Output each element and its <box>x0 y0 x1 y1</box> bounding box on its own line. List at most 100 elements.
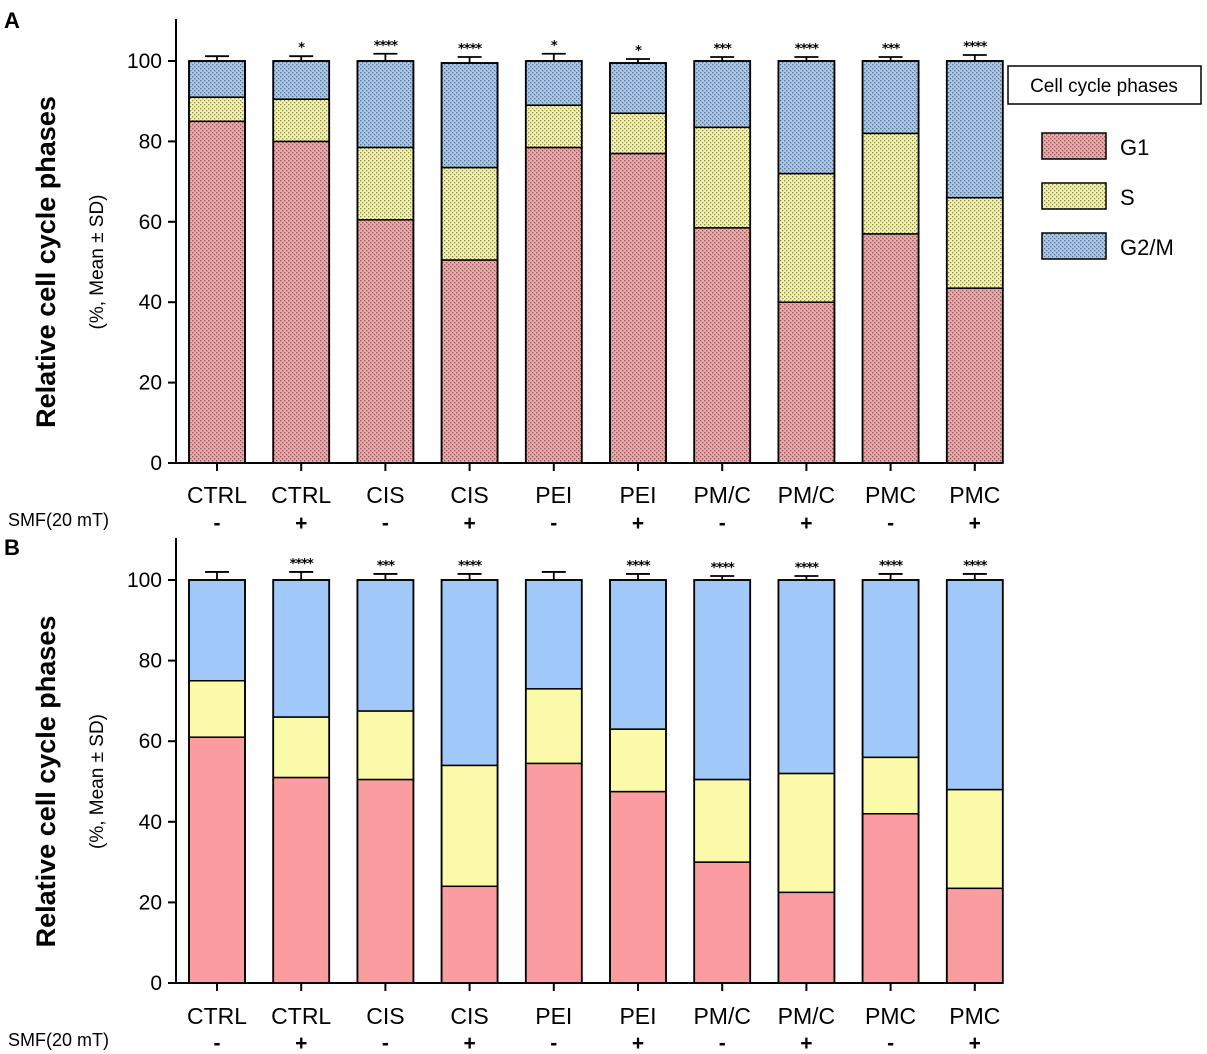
bar-segment-g1 <box>861 812 920 984</box>
smf-sign: - <box>719 1032 726 1054</box>
bar-outline <box>356 579 415 984</box>
bar-outline <box>356 60 415 464</box>
y-tick-label: 60 <box>139 211 162 234</box>
smf-label: SMF(20 mT) <box>8 510 109 530</box>
significance-marker: * <box>298 41 305 56</box>
bar-segment-g1 <box>777 891 836 984</box>
significance-marker: **** <box>963 40 987 55</box>
bar-texture <box>441 167 498 260</box>
category-label: CIS <box>366 482 404 508</box>
legend-swatch-texture <box>1042 133 1106 159</box>
category-label: PEI <box>535 482 572 508</box>
y-tick-label: 100 <box>127 569 162 592</box>
bar-texture <box>273 99 330 142</box>
bar-outline <box>440 62 499 464</box>
category-label: PM/C <box>778 1003 836 1029</box>
bar-texture <box>273 141 330 463</box>
smf-sign: - <box>719 512 726 535</box>
y-tick-label: 0 <box>150 452 162 475</box>
category-label: PEI <box>619 1003 656 1029</box>
bar-segment-g2m <box>861 579 920 759</box>
bar-texture <box>525 147 582 463</box>
smf-sign: + <box>632 1032 644 1054</box>
bar-segment-g1 <box>188 736 246 984</box>
y-tick-label: 20 <box>139 891 162 914</box>
smf-sign: - <box>550 1032 557 1054</box>
bar-segment-g2m <box>609 579 667 730</box>
y-axis-title: Relative cell cycle phases <box>31 616 61 948</box>
bar-segment-s <box>861 756 920 815</box>
y-tick-label: 80 <box>139 130 162 153</box>
bar-outline <box>945 60 1004 464</box>
y-tick-label: 60 <box>139 730 162 753</box>
significance-marker: *** <box>882 42 901 57</box>
category-label: CIS <box>366 1003 404 1029</box>
significance-marker: **** <box>458 559 482 574</box>
legend-title-box <box>1007 65 1202 105</box>
bar-outline <box>524 60 583 464</box>
bar-segment-g2m <box>693 579 751 781</box>
smf-label: SMF(20 mT) <box>8 1030 109 1050</box>
bar-texture <box>441 259 498 463</box>
significance-marker: * <box>551 39 558 54</box>
category-label: PM/C <box>693 1003 751 1029</box>
smf-sign: + <box>632 512 644 535</box>
bar-outline <box>777 60 836 464</box>
legend: Cell cycle phases G1 S G2/M <box>1007 65 1202 260</box>
bar-segment-g1 <box>525 762 583 984</box>
legend-label: G2/M <box>1120 235 1174 260</box>
bar-outline <box>188 579 246 984</box>
bar-texture <box>357 61 414 148</box>
bar-outline <box>188 60 246 464</box>
y-axis-subtitle: (%, Mean ± SD) <box>87 714 108 849</box>
bar-outline <box>693 60 752 464</box>
category-label: CTRL <box>271 1003 331 1029</box>
bar-texture <box>946 61 1003 198</box>
bar-texture <box>778 173 835 303</box>
significance-marker: * <box>635 44 642 59</box>
significance-marker: **** <box>290 557 314 572</box>
bar-texture <box>525 105 582 148</box>
bar-outline <box>272 579 331 984</box>
smf-sign: - <box>214 512 221 535</box>
bar-segment-g2m <box>525 579 583 690</box>
bar-segment-g2m <box>440 579 499 767</box>
bar-outline <box>440 579 499 984</box>
y-tick-label: 40 <box>139 811 162 834</box>
bar-segment-s <box>525 688 583 765</box>
bar-segment-s <box>188 680 246 738</box>
bar-segment-g1 <box>440 885 499 984</box>
bar-segment-g1 <box>609 790 667 984</box>
legend-label: G1 <box>1120 135 1149 160</box>
bar-segment-s <box>693 778 751 863</box>
category-label: CTRL <box>187 482 247 508</box>
significance-marker: **** <box>879 559 903 574</box>
category-label: PEI <box>535 1003 572 1029</box>
smf-sign: + <box>463 512 475 535</box>
bar-segment-g2m <box>777 579 836 775</box>
bar-outline <box>777 579 836 984</box>
panel-letter: B <box>4 535 20 560</box>
panel-b: B Relative cell cycle phases (%, Mean ± SD… <box>4 535 1004 1054</box>
bar-segment-g1 <box>946 887 1004 984</box>
category-label: CIS <box>450 1003 488 1029</box>
bar-texture <box>694 227 751 463</box>
y-tick-label: 40 <box>139 291 162 314</box>
significance-marker: **** <box>711 561 735 576</box>
bar-segment-g2m <box>946 579 1004 791</box>
bar-texture <box>189 61 245 98</box>
category-label: PM/C <box>693 482 751 508</box>
legend-label: S <box>1120 185 1135 210</box>
significance-marker: *** <box>713 42 732 57</box>
bar-outline <box>609 62 667 464</box>
bar-segment-g1 <box>693 861 751 984</box>
legend-swatch-texture <box>1042 183 1106 209</box>
bar-texture <box>441 63 498 168</box>
bar-outline <box>861 579 920 984</box>
bar-texture <box>357 219 414 463</box>
category-label: PMC <box>865 482 916 508</box>
bar-texture <box>273 61 330 100</box>
category-label: PEI <box>619 482 656 508</box>
y-tick-label: 80 <box>139 650 162 673</box>
legend-swatch-texture <box>1042 233 1106 259</box>
